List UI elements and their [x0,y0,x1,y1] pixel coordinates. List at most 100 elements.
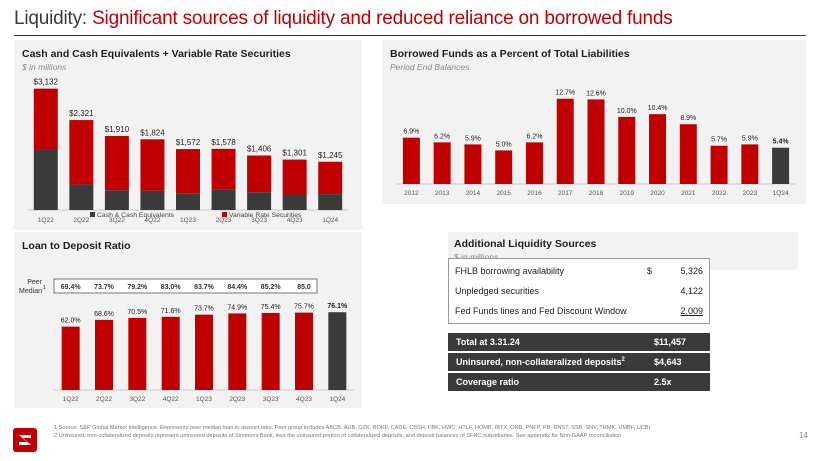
page-number: 14 [799,431,808,440]
variable-bar-segment [211,148,236,190]
variable-bar-segment [318,161,343,195]
bar-total-label: $1,245 [318,151,343,160]
bar-total-label: $2,321 [69,109,94,118]
x-tick-label: 2016 [527,190,542,197]
peer-median-value: 83.0% [161,284,182,291]
x-tick-label: 1Q22 [63,396,79,403]
total-label: Total at 3.31.24 [456,337,520,347]
cash-bar-segment [140,190,165,210]
legend-swatch-variable [222,212,227,217]
coverage-bar: Coverage ratio 2.5x [448,373,710,391]
bar-value-label: 5.9% [742,135,758,142]
liquidity-row-label: FHLB borrowing availability [455,266,565,276]
ltd-title: Loan to Deposit Ratio [22,240,131,252]
borrowed-bar [464,144,482,184]
total-bar: Total at 3.31.24 $11,457 [448,333,710,351]
bar-value-label: 5.0% [496,141,512,148]
x-tick-label: 1Q23 [180,217,196,224]
liquidity-row-currency: $ [647,266,653,276]
peer-median-value: 69.4% [61,284,82,291]
variable-bar-segment [247,155,272,193]
uninsured-bar: Uninsured, non-collateralized deposits2 … [448,353,710,371]
x-tick-label: 1Q23 [196,396,212,403]
x-tick-label: 2017 [558,190,573,197]
bar-value-label: 68.6% [94,311,114,318]
x-tick-label: 1Q24 [773,190,789,197]
cash-subtitle: $ in millions [22,62,67,72]
x-tick-label: 2Q23 [229,396,245,403]
bar-value-label: 5.4% [773,139,790,146]
borrowed-bar [495,150,513,184]
borrowed-bar [402,137,420,184]
bar-value-label: 6.2% [434,133,450,140]
x-tick-label: 2020 [650,190,665,197]
borrowed-bar [741,144,759,184]
title-accent: Significant sources of liquidity and red… [92,8,673,29]
ltd-bar [261,312,280,390]
cash-bar-segment [69,184,94,210]
ltd-bar [128,317,147,390]
legend-swatch-cash [90,212,95,217]
peer-median-value: 79.2% [127,284,148,291]
variable-bar-segment [104,135,129,191]
x-tick-label: 2015 [496,190,511,197]
coverage-value: 2.5x [654,377,672,387]
x-tick-label: 3Q23 [251,217,267,224]
borrowed-panel: Borrowed Funds as a Percent of Total Lia… [382,40,806,204]
liquidity-title: Additional Liquidity Sources [454,238,597,250]
bar-value-label: 10.4% [648,105,668,112]
variable-bar-segment [69,120,94,185]
ltd-panel: Loan to Deposit Ratio Peer Median 1 69.4% 73… [14,232,362,408]
borrowed-title: Borrowed Funds as a Percent of Total Lia… [390,48,630,60]
borrowed-chart: 6.9% 2012 6.2% 2013 5.9% 2014 5.0% 2015 6.2% 2016… [396,90,796,197]
bar-total-label: $1,572 [176,138,201,147]
x-tick-label: 4Q23 [296,396,312,403]
bar-value-label: 5.7% [711,137,727,144]
uninsured-label: Uninsured, non-collateralized deposits [456,357,622,367]
bar-value-label: 12.6% [586,90,606,97]
peer-footnote-mark: 1 [43,285,46,291]
peer-label: Peer [27,279,42,286]
peer-median-value: 73.7% [94,284,115,291]
title-lead: Liquidity: [14,8,93,29]
bar-total-label: $1,910 [105,125,130,134]
ltd-bar [328,312,347,390]
ltd-bar [295,312,313,390]
title-rule [14,35,806,36]
cash-bar-segment [104,190,129,210]
legend-label: Variable Rate Securities [229,212,302,219]
bar-value-label: 75.4% [261,304,281,311]
cash-bar-segment [33,149,58,210]
x-tick-label: 1Q24 [322,217,338,224]
liquidity-row-value: 2,009 [680,306,703,316]
x-tick-label: 2021 [681,190,696,197]
variable-bar-segment [33,88,58,150]
peer-median-value: 85.2% [261,284,282,291]
bar-value-label: 6.2% [526,133,542,140]
x-tick-label: 2Q23 [216,217,232,224]
peer-median-box [53,278,318,294]
cash-bar-segment [211,189,236,210]
variable-bar-segment [176,149,200,194]
x-tick-label: 3Q23 [263,396,279,403]
peer-median-value: 85.0 [297,284,311,291]
footnote-1: 1 Source: S&P Global Market Intelligence… [54,425,651,431]
borrowed-bar [772,147,790,184]
x-tick-label: 2023 [743,190,758,197]
x-tick-label: 4Q23 [287,217,303,224]
borrowed-subtitle: Period End Balances [390,62,470,72]
bar-value-label: 71.6% [161,308,181,315]
x-tick-label: 4Q22 [163,396,179,403]
cash-bar-segment [176,193,200,210]
bar-value-label: 70.5% [127,309,147,316]
borrowed-bar [587,99,605,184]
footnote-2: 2 Uninsured, non-collateralized deposits… [54,433,622,439]
x-tick-label: 2019 [620,190,635,197]
liquidity-row-label: Fed Funds lines and Fed Discount Window [455,306,627,316]
ltd-bar [228,313,247,390]
ltd-chart: Peer Median 1 69.4% 73.7% 79.2% 83.0% 83.7% 84.4… [19,278,354,403]
total-value: $11,457 [654,337,687,347]
bar-total-label: $1,301 [282,149,307,158]
company-logo [13,428,37,452]
liquidity-header: Additional Liquidity Sources $ in millio… [448,232,798,270]
